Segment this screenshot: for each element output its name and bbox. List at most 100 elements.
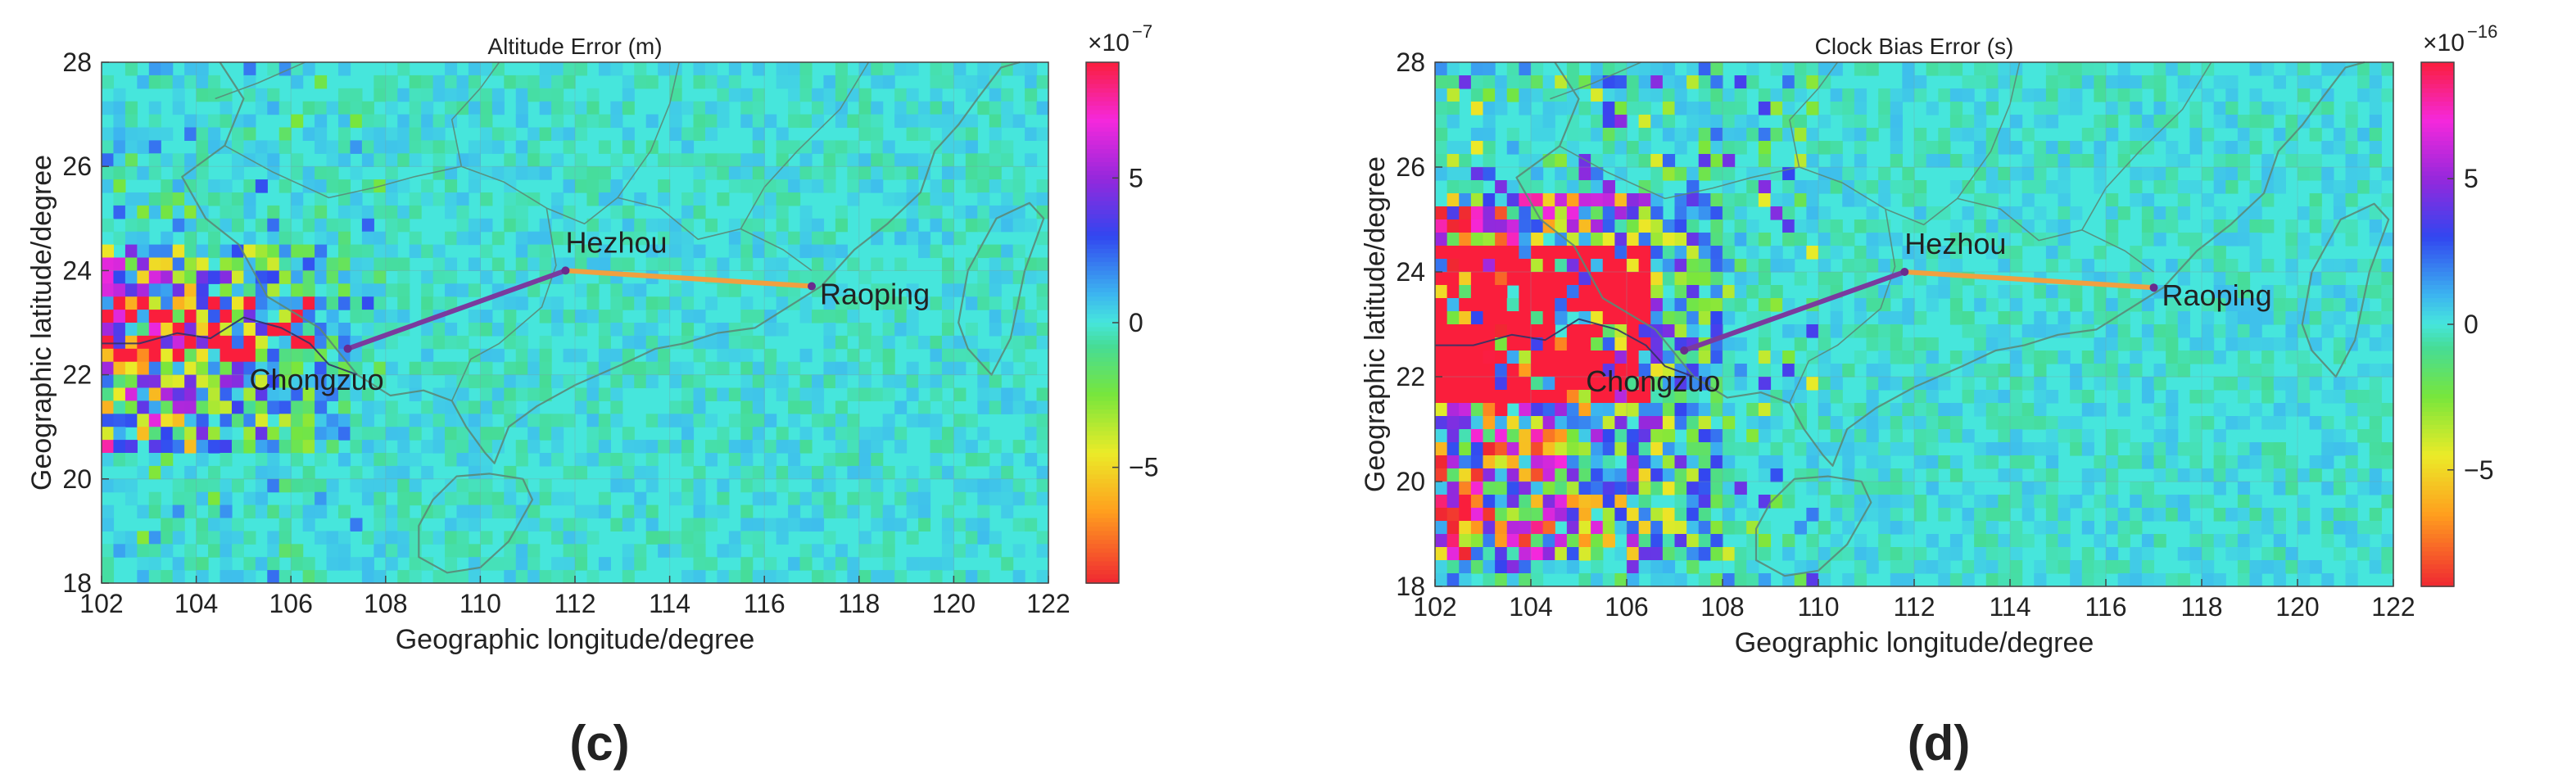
heatmap-cell (468, 570, 481, 584)
heatmap-cell (1758, 547, 1772, 561)
heatmap-cell (563, 218, 576, 233)
heatmap-cell (1483, 508, 1496, 522)
heatmap-cell (1025, 491, 1038, 506)
heatmap-cell (1806, 324, 1819, 338)
heatmap-cell (551, 296, 564, 310)
heatmap-cell (172, 270, 185, 284)
heatmap-cell (137, 400, 150, 414)
heatmap-cell (622, 231, 635, 246)
heatmap-cell (291, 374, 304, 389)
heatmap-cell (704, 296, 718, 310)
heatmap-cell (669, 127, 682, 141)
colorbar-swatch (1086, 340, 1119, 346)
heatmap-cell (1698, 193, 1711, 207)
heatmap-cell (1459, 573, 1472, 587)
heatmap-cell (1902, 246, 1915, 260)
heatmap-cell (977, 427, 990, 441)
heatmap-cell (2225, 233, 2239, 247)
heatmap-cell (1674, 495, 1687, 509)
heatmap-cell (2298, 246, 2311, 260)
heatmap-cell (2045, 455, 2059, 469)
heatmap-cell (2202, 547, 2215, 561)
heatmap-cell (858, 101, 871, 115)
heatmap-cell (2381, 337, 2394, 351)
heatmap-cell (776, 192, 789, 206)
heatmap-cell (456, 231, 469, 246)
heatmap-cell (1794, 521, 1807, 535)
heatmap-cell (1506, 88, 1519, 102)
heatmap-cell (1974, 141, 1987, 155)
heatmap-cell (941, 296, 954, 310)
heatmap-cell (977, 283, 990, 297)
heatmap-cell (373, 440, 387, 454)
heatmap-cell (184, 374, 197, 389)
heatmap-cell (432, 88, 446, 102)
heatmap-cell (1662, 324, 1676, 338)
heatmap-cell (172, 75, 185, 89)
heatmap-cell (491, 504, 505, 519)
heatmap-cell (161, 153, 174, 167)
heatmap-cell (208, 179, 221, 193)
heatmap-cell (704, 101, 718, 115)
colorbar: −505×10 −16 (2420, 21, 2497, 587)
heatmap-cell (2213, 102, 2226, 115)
heatmap-cell (504, 478, 517, 493)
heatmap-cell (2189, 115, 2203, 129)
heatmap-cell (598, 453, 611, 467)
heatmap-cell (1998, 495, 2011, 509)
heatmap-cell (799, 270, 813, 284)
heatmap-cell (1842, 233, 1855, 247)
heatmap-cell (1985, 364, 1999, 378)
heatmap-cell (2285, 115, 2298, 129)
heatmap-cell (728, 153, 741, 167)
heatmap-cell (1495, 364, 1508, 378)
heatmap-cell (799, 544, 813, 558)
heatmap-cell (752, 62, 765, 76)
heatmap-cell (658, 310, 671, 323)
colorbar-swatch (1086, 552, 1119, 558)
heatmap-cell (2045, 219, 2059, 233)
heatmap-cell (267, 504, 280, 519)
heatmap-cell (124, 387, 138, 401)
heatmap-cell (184, 335, 197, 350)
colorbar-swatch (2421, 324, 2454, 330)
colorbar-swatch (1086, 522, 1119, 527)
heatmap-cell (172, 88, 185, 102)
heatmap-cell (1495, 298, 1508, 312)
heatmap-cell (812, 414, 825, 427)
heatmap-cell (2141, 455, 2155, 469)
heatmap-cell (2034, 311, 2047, 325)
heatmap-cell (1519, 429, 1532, 443)
heatmap-cell (1435, 246, 1448, 260)
heatmap-cell (965, 440, 978, 454)
heatmap-cell (575, 127, 588, 141)
heatmap-cell (1614, 416, 1628, 430)
heatmap-cell (1495, 75, 1508, 89)
heatmap-cell (432, 296, 446, 310)
heatmap-cell (468, 114, 481, 129)
heatmap-cell (1446, 573, 1460, 587)
heatmap-cell (2213, 259, 2226, 273)
heatmap-cell (243, 140, 256, 154)
heatmap-cell (1519, 455, 1532, 469)
heatmap-cell (1890, 351, 1903, 364)
x-tick-label: 112 (1893, 592, 1935, 622)
heatmap-cell (527, 127, 541, 141)
heatmap-cell (823, 88, 836, 102)
heatmap-cell (2141, 193, 2155, 207)
heatmap-cell (1698, 115, 1711, 129)
heatmap-cell (1025, 88, 1038, 102)
heatmap-cell (1902, 337, 1915, 351)
colorbar-swatch (1086, 144, 1119, 150)
heatmap-cell (2177, 495, 2190, 509)
heatmap-cell (2117, 429, 2130, 443)
heatmap-cell (1555, 246, 1568, 260)
heatmap-cell (704, 323, 718, 337)
colorbar-tick-label: 0 (1129, 308, 1143, 337)
heatmap-cell (196, 478, 209, 493)
province-border (617, 61, 680, 198)
heatmap-cell (255, 414, 268, 427)
heatmap-cell (575, 62, 588, 76)
heatmap-cell (717, 101, 730, 115)
taiwan-island-outline (958, 201, 1045, 376)
